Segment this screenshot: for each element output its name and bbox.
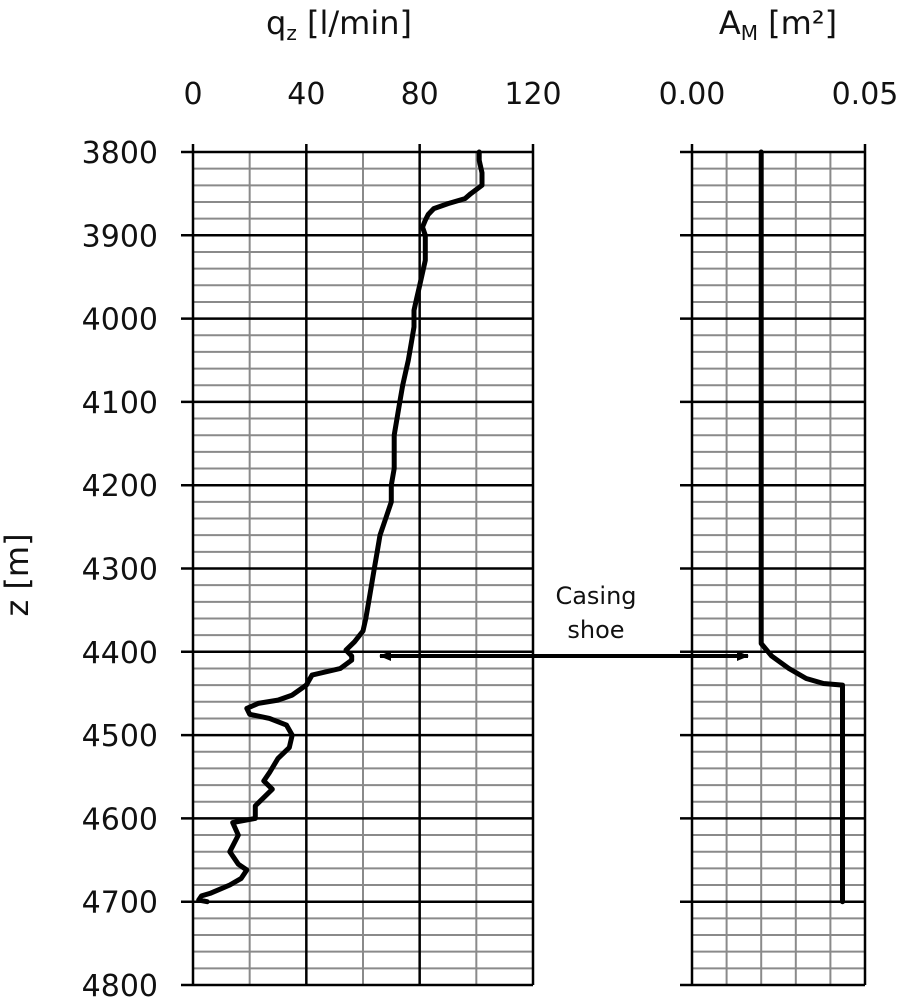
right-x-tick-label: 0.05	[832, 77, 899, 112]
left-plot-grid	[181, 144, 535, 987]
y-tick-label: 4400	[82, 636, 158, 671]
flow-rate-series-line	[196, 149, 485, 905]
left-x-tick-label: 0	[183, 77, 202, 112]
casing-shoe-label-line1: Casing	[555, 582, 636, 610]
left-x-axis-title-subscript: z	[286, 21, 297, 45]
y-tick-label: 4100	[82, 386, 158, 421]
right-series-group	[758, 149, 845, 905]
y-tick-label: 4600	[82, 802, 158, 837]
left-series-group	[196, 149, 485, 905]
left-x-tick-labels: 0 40 80 120	[183, 77, 561, 112]
y-tick-label: 3900	[82, 219, 158, 254]
y-tick-label: 3800	[82, 136, 158, 171]
right-x-axis-title-unit: [m²]	[758, 4, 837, 42]
right-x-tick-label: 0.00	[659, 77, 726, 112]
left-x-tick-label: 80	[401, 77, 439, 112]
y-tick-labels: 3800 3900 4000 4100 4200 4300 4400 4500 4600 4700…	[82, 136, 158, 1000]
right-plot-grid	[680, 144, 867, 987]
y-tick-label: 4200	[82, 469, 158, 504]
left-x-axis-title-unit: [l/min]	[297, 4, 412, 42]
y-tick-label: 4800	[82, 969, 158, 1000]
y-tick-label: 4000	[82, 303, 158, 338]
left-x-tick-label: 40	[287, 77, 325, 112]
left-x-axis-title: qz [l/min]	[266, 4, 412, 45]
y-tick-label: 4500	[82, 719, 158, 754]
right-x-axis-title-subscript: M	[741, 21, 758, 45]
left-x-tick-label: 120	[504, 77, 561, 112]
area-series-line	[758, 149, 845, 905]
casing-shoe-label-line2: shoe	[567, 616, 624, 644]
right-x-axis-title: AM [m²]	[719, 4, 837, 45]
y-axis-title: z [m]	[0, 533, 36, 616]
y-tick-label: 4300	[82, 553, 158, 588]
right-x-tick-labels: 0.00 0.05	[659, 77, 899, 112]
y-tick-label: 4700	[82, 886, 158, 921]
